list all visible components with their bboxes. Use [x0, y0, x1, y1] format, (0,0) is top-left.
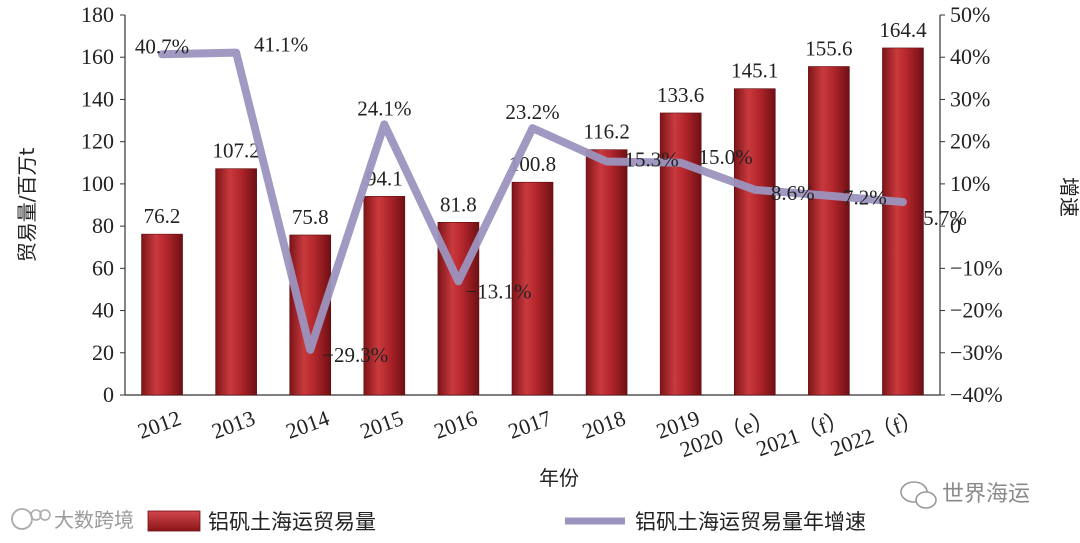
x-tick-label: 2012: [134, 405, 184, 444]
x-tick-label: 2015: [357, 405, 407, 444]
growth-value-label: 8.6%: [771, 181, 815, 205]
growth-value-label: 40.7%: [135, 34, 189, 58]
bar-value-label: 155.6: [805, 37, 852, 61]
y2-tick-label: 20%: [950, 129, 990, 154]
bar-labels: 76.2107.275.894.181.8100.8116.2133.6145.…: [144, 18, 927, 229]
bar-series: [141, 47, 924, 396]
bar-value-label: 116.2: [583, 120, 629, 144]
growth-value-label: 23.2%: [505, 100, 559, 124]
legend-label-bar: 铝矾土海运贸易量: [208, 510, 376, 534]
bar-value-label: 81.8: [440, 192, 477, 216]
bar-value-label: 76.2: [144, 204, 181, 228]
bar: [363, 196, 406, 396]
y2-axis-title: 增速: [1057, 177, 1080, 217]
y-tick-label: 180: [81, 2, 114, 27]
y2-tick-label: −30%: [950, 340, 1003, 365]
growth-line-series: [158, 48, 907, 354]
growth-value-label: 7.2%: [843, 186, 887, 210]
bar: [141, 233, 183, 396]
bar: [808, 66, 850, 396]
y2-tick-label: 40%: [950, 44, 990, 69]
y-tick-label: 40: [92, 298, 114, 323]
growth-value-label: 15.3%: [624, 148, 678, 172]
y-tick-label: 100: [81, 171, 114, 196]
growth-value-label: 5.7%: [923, 206, 967, 230]
x-tick-label: 2014: [283, 405, 333, 444]
growth-value-label: 15.0%: [699, 145, 753, 169]
y2-tick-label: −20%: [950, 298, 1003, 323]
growth-line: [158, 48, 907, 354]
x-tick-label: 2013: [208, 405, 258, 444]
x-axis-title: 年份: [539, 466, 579, 490]
y2-tick-label: −40%: [950, 382, 1003, 407]
growth-value-label: −29.3%: [322, 343, 388, 367]
y2-tick-label: −10%: [950, 255, 1003, 280]
left-y-ticks: 0 20 40 60 80 100 120 140 160 180: [81, 2, 125, 407]
watermark-right-text: 世界海运: [942, 482, 1030, 507]
bar-value-label: 145.1: [731, 59, 778, 83]
legend-swatch-bar: [147, 510, 201, 532]
watermark-left-text: 大数跨境: [54, 508, 134, 532]
watermark-left: 大数跨境: [11, 508, 134, 532]
right-y-ticks: −40% −30% −20% −10% 0 10% 20% 30% 40% 50%: [940, 2, 1003, 407]
y-tick-label: 120: [81, 129, 114, 154]
y-tick-label: 20: [92, 340, 114, 365]
x-tick-label: 2018: [579, 405, 629, 444]
bar: [585, 149, 628, 396]
growth-value-label: 24.1%: [357, 96, 411, 120]
x-tick-label: 2017: [505, 405, 555, 444]
bar-value-label: 107.2: [213, 139, 260, 163]
bar: [733, 88, 776, 396]
bar: [215, 168, 257, 396]
x-ticks: 2012 2013 2014 2015 2016 2017 2018 20192020（e）2…: [134, 405, 925, 462]
bar-value-label: 164.4: [879, 18, 927, 42]
growth-value-label: 41.1%: [254, 33, 308, 57]
y-tick-label: 60: [92, 255, 114, 280]
bar: [882, 47, 924, 396]
y2-tick-label: 50%: [950, 2, 990, 27]
legend: 铝矾土海运贸易量 铝矾土海运贸易量年增速: [147, 510, 866, 534]
y2-tick-label: 30%: [950, 86, 990, 111]
bar-value-label: 75.8: [292, 205, 329, 229]
weibo-icon: [11, 508, 51, 530]
y-tick-label: 80: [92, 213, 114, 238]
wechat-icon: [900, 481, 937, 509]
watermark-right: 世界海运: [900, 481, 1030, 509]
y2-tick-label: 10%: [950, 171, 990, 196]
growth-value-label: −13.1%: [465, 279, 531, 303]
y-tick-label: 160: [81, 44, 114, 69]
legend-label-line: 铝矾土海运贸易量年增速: [635, 510, 866, 534]
y2-tick-label: 0: [950, 213, 961, 238]
x-tick-label: 2016: [431, 405, 481, 444]
growth-labels: 40.7% 41.1% −29.3% 24.1% −13.1% 23.2% 15.3% 15.…: [135, 33, 967, 367]
y-tick-label: 140: [81, 86, 114, 111]
bar-value-label: 133.6: [657, 83, 704, 107]
bar: [511, 181, 554, 396]
y-tick-label: 0: [103, 382, 114, 407]
y-axis-title: 贸易量/百万t: [15, 148, 39, 263]
